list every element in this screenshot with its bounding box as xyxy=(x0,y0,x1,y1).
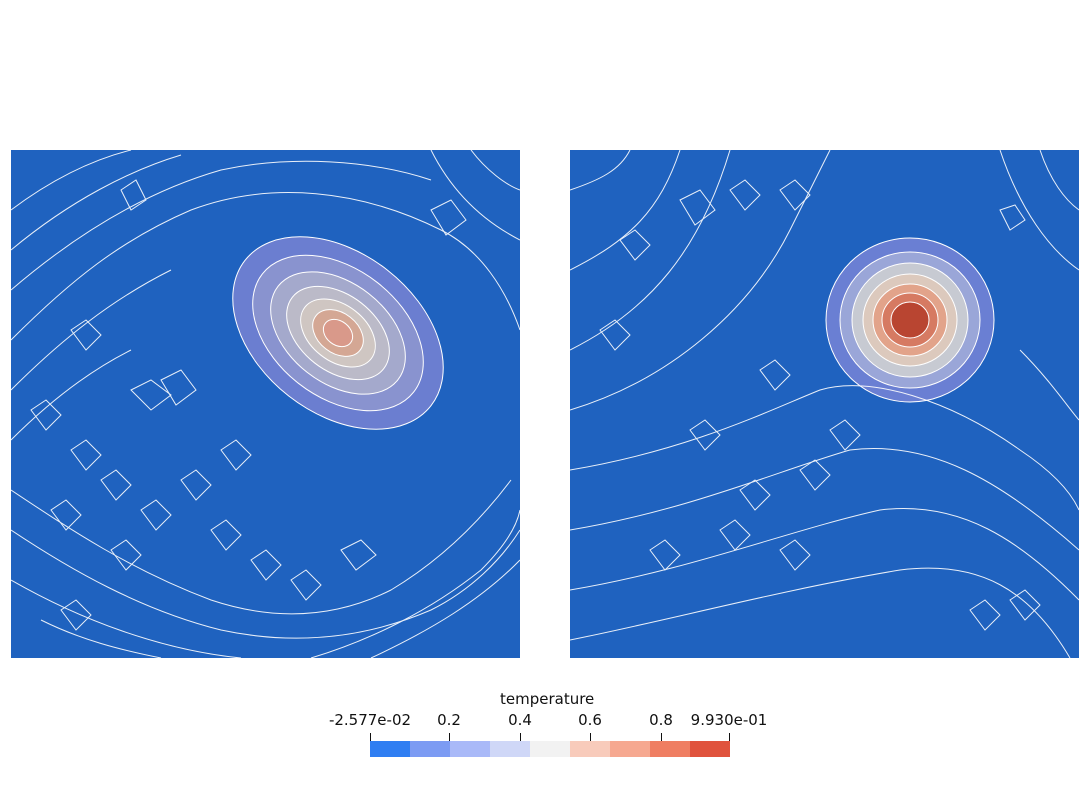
colorbar-segment-6 xyxy=(610,741,650,757)
left-temperature-plot xyxy=(11,150,520,658)
colorbar-tick xyxy=(729,733,730,745)
right-contour-lines xyxy=(570,150,1079,658)
colorbar-tick-label-0.4: 0.4 xyxy=(508,711,532,729)
left-plot-background xyxy=(11,150,520,658)
colorbar-tick xyxy=(520,733,521,745)
colorbar-tick xyxy=(370,733,371,745)
colorbar-tick-label-0.6: 0.6 xyxy=(578,711,602,729)
colorbar-segment-3 xyxy=(490,741,530,757)
right-hotspot xyxy=(825,237,995,403)
right-plot-background xyxy=(570,150,1079,658)
colorbar-segment-0 xyxy=(370,741,410,757)
colorbar-tick-label-0.2: 0.2 xyxy=(437,711,461,729)
colorbar-segment-1 xyxy=(410,741,450,757)
colorbar-tick xyxy=(590,733,591,745)
colorbar-gradient xyxy=(370,741,730,757)
colorbar-segment-5 xyxy=(570,741,610,757)
colorbar-tick-label-0.8: 0.8 xyxy=(649,711,673,729)
left-hotspot xyxy=(232,236,444,430)
colorbar-segment-2 xyxy=(450,741,490,757)
colorbar-segment-8 xyxy=(690,741,730,757)
left-plot-canvas xyxy=(11,150,520,658)
colorbar-max-label: 9.930e-01 xyxy=(690,711,768,729)
colorbar-segment-4 xyxy=(530,741,570,757)
colorbar-tick xyxy=(449,733,450,745)
right-plot-canvas xyxy=(570,150,1079,658)
colorbar-min-label: -2.577e-02 xyxy=(328,711,412,729)
colorbar-segment-7 xyxy=(650,741,690,757)
right-temperature-plot xyxy=(570,150,1079,658)
colorbar-title: temperature xyxy=(500,690,595,708)
left-contour-lines xyxy=(11,150,520,658)
colorbar-tick xyxy=(661,733,662,745)
